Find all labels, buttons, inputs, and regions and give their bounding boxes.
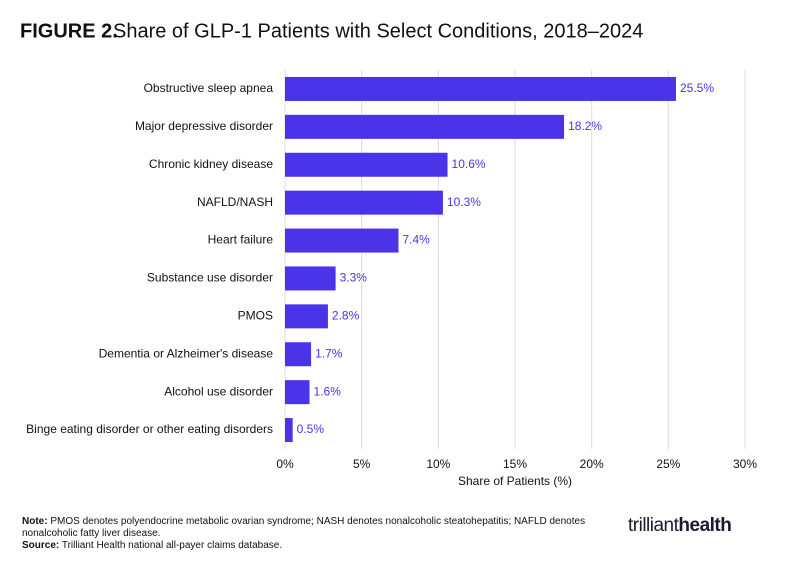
y-tick-label: Binge eating disorder or other eating di… [26,422,273,436]
y-tick-label: NAFLD/NASH [197,195,273,209]
x-tick-label: 20% [580,457,604,471]
x-tick-label: 25% [656,457,680,471]
value-label: 7.4% [402,233,430,247]
source-label: Source: [22,540,60,551]
value-label: 1.7% [315,346,343,360]
y-tick-label: Major depressive disorder [135,119,273,133]
logo-part: health [678,515,732,536]
y-tick-label: Alcohol use disorder [164,384,273,398]
y-tick-label: Dementia or Alzheimer's disease [99,346,274,360]
y-tick-label: Chronic kidney disease [149,157,273,171]
x-tick-label: 30% [733,457,757,471]
bar [285,76,676,101]
footer: Note: PMOS denotes polyendocrine metabol… [22,516,612,552]
y-tick-label: Obstructive sleep apnea [144,81,274,95]
bar [285,190,443,215]
title-label: FIGURE 2. [20,20,118,42]
value-label: 25.5% [680,81,714,95]
source: Source: Trilliant Health national all-pa… [22,540,612,552]
y-tick-label: PMOS [238,309,273,323]
logo-part: trilliant [628,515,679,536]
bar [285,152,448,177]
value-label: 2.8% [332,309,360,323]
note-label: Note: [22,516,48,527]
y-tick-label: Substance use disorder [147,271,273,285]
bar [285,228,399,253]
x-tick-label: 10% [426,457,450,471]
bar [285,114,565,139]
bar [285,342,312,367]
bar [285,380,310,405]
chart: FIGURE 2. Share of GLP-1 Patients with S… [20,20,757,488]
value-label: 10.6% [452,157,486,171]
x-tick-label: 15% [503,457,527,471]
x-tick-label: 5% [353,457,371,471]
x-axis-label: Share of Patients (%) [458,474,572,488]
y-tick-label: Heart failure [208,233,274,247]
bar [285,266,336,291]
value-label: 1.6% [314,384,342,398]
value-label: 10.3% [447,195,481,209]
logo: trillianthealth [628,515,732,537]
bar [285,418,293,443]
value-label: 3.3% [340,271,368,285]
x-tick-label: 0% [276,457,294,471]
note-text: PMOS denotes polyendocrine metabolic ova… [22,516,586,539]
chart-title: Share of GLP-1 Patients with Select Cond… [113,20,643,42]
value-label: 0.5% [297,422,325,436]
value-label: 18.2% [568,119,602,133]
source-text: Trilliant Health national all-payer clai… [61,540,283,551]
note: Note: PMOS denotes polyendocrine metabol… [22,516,612,540]
bar [285,304,328,329]
